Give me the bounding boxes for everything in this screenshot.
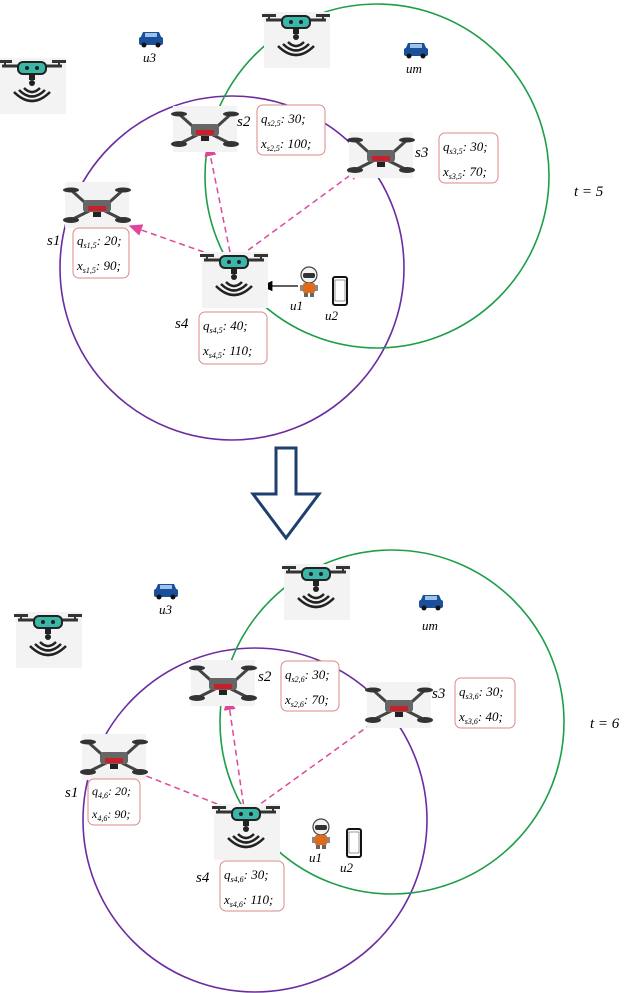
drone-signal-icon bbox=[260, 12, 332, 68]
state-box-s2 bbox=[256, 104, 326, 156]
coverage-circle-s4 bbox=[82, 647, 428, 993]
offload-arrow-s4-s1 bbox=[128, 224, 233, 263]
panel-t6: u3 um u1 u2 t = 6 s1 q4,6: 20; x4,6: 90;… bbox=[12, 549, 620, 993]
user-label-u1: u1 bbox=[290, 298, 303, 313]
drone-signal-icon bbox=[198, 252, 270, 308]
drone-signal-icon bbox=[210, 804, 282, 860]
robot-user-icon bbox=[311, 818, 331, 850]
car-icon bbox=[419, 595, 443, 611]
offload-arrow-s4-s3 bbox=[231, 167, 362, 263]
server-label-s1: s1 bbox=[47, 233, 60, 249]
robot-user-icon bbox=[299, 266, 319, 298]
state-x-s1: xs1,5: 90; bbox=[76, 258, 121, 275]
car-icon bbox=[139, 32, 163, 48]
user-label-u2: u2 bbox=[340, 860, 354, 875]
drone-icon bbox=[169, 106, 241, 152]
drone-icon bbox=[345, 132, 417, 178]
user-label-u1: u1 bbox=[309, 850, 322, 865]
offload-arrow-s4-s2 bbox=[204, 142, 233, 263]
state-q-s3: qs3,6: 30; bbox=[459, 684, 504, 701]
state-box-s1 bbox=[72, 227, 130, 279]
server-label-s2: s2 bbox=[237, 114, 251, 130]
drone-signal-icon bbox=[280, 564, 352, 620]
user-label-u3: u3 bbox=[143, 50, 157, 65]
state-q-s3: qs3,5: 30; bbox=[443, 139, 488, 156]
state-x-s1: x4,6: 90; bbox=[91, 807, 130, 823]
drone-icon bbox=[78, 734, 150, 780]
server-label-s2: s2 bbox=[258, 669, 272, 685]
state-box-s3 bbox=[454, 677, 516, 729]
state-x-s2: xs2,6: 70; bbox=[284, 692, 329, 709]
state-x-s4: xs4,5: 110; bbox=[202, 343, 252, 360]
state-box-s2 bbox=[280, 660, 340, 712]
user-label-u2: u2 bbox=[325, 308, 339, 323]
time-label-t6: t = 6 bbox=[590, 716, 620, 732]
offload-arrow-s4-s3 bbox=[244, 713, 387, 816]
state-q-s2: qs2,6: 30; bbox=[285, 667, 330, 684]
server-label-s3: s3 bbox=[432, 686, 445, 702]
drone-signal-icon bbox=[0, 58, 68, 114]
state-q-s4: qs4,5: 40; bbox=[203, 318, 248, 335]
server-label-s1: s1 bbox=[65, 785, 78, 801]
user-label-u3: u3 bbox=[159, 602, 173, 617]
phone-icon bbox=[332, 276, 348, 306]
user-label-um: um bbox=[422, 618, 438, 633]
state-x-s4: xs4,6: 110; bbox=[223, 892, 273, 909]
state-box-s4 bbox=[219, 860, 285, 912]
server-label-s4: s4 bbox=[196, 870, 210, 886]
car-icon bbox=[154, 584, 178, 600]
user-label-um: um bbox=[406, 61, 422, 76]
state-box-s3 bbox=[438, 132, 499, 184]
offload-arrow-s4-s2 bbox=[223, 696, 246, 816]
server-label-s3: s3 bbox=[415, 145, 428, 161]
coverage-circle-s3 bbox=[219, 549, 565, 895]
coverage-circle-s4 bbox=[59, 95, 405, 441]
state-x-s2: xs2,5: 100; bbox=[260, 136, 311, 153]
drone-icon bbox=[187, 660, 259, 706]
down-arrow-icon bbox=[250, 446, 322, 541]
car-icon bbox=[404, 43, 428, 59]
state-q-s2: qs2,5: 30; bbox=[261, 111, 306, 128]
coverage-circle-s3 bbox=[204, 3, 550, 349]
drone-icon bbox=[61, 182, 133, 228]
phone-icon bbox=[346, 828, 362, 858]
state-box-s4 bbox=[198, 311, 268, 365]
state-q-s4: qs4,6: 30; bbox=[224, 867, 269, 884]
state-x-s3: xs3,5: 70; bbox=[442, 164, 487, 181]
drone-signal-icon bbox=[12, 612, 84, 668]
state-q-s1: q4,6: 20; bbox=[92, 784, 131, 800]
panel-t5: u3 um u1 u2 t = 5 s1 qs1,5: 20; xs1,5: 9… bbox=[0, 3, 604, 441]
state-x-s3: xs3,6: 40; bbox=[458, 709, 503, 726]
server-label-s4: s4 bbox=[175, 316, 189, 332]
state-box-s1 bbox=[87, 778, 141, 826]
state-q-s1: qs1,5: 20; bbox=[77, 233, 122, 250]
drone-icon bbox=[363, 682, 435, 728]
time-label-t5: t = 5 bbox=[574, 184, 604, 200]
